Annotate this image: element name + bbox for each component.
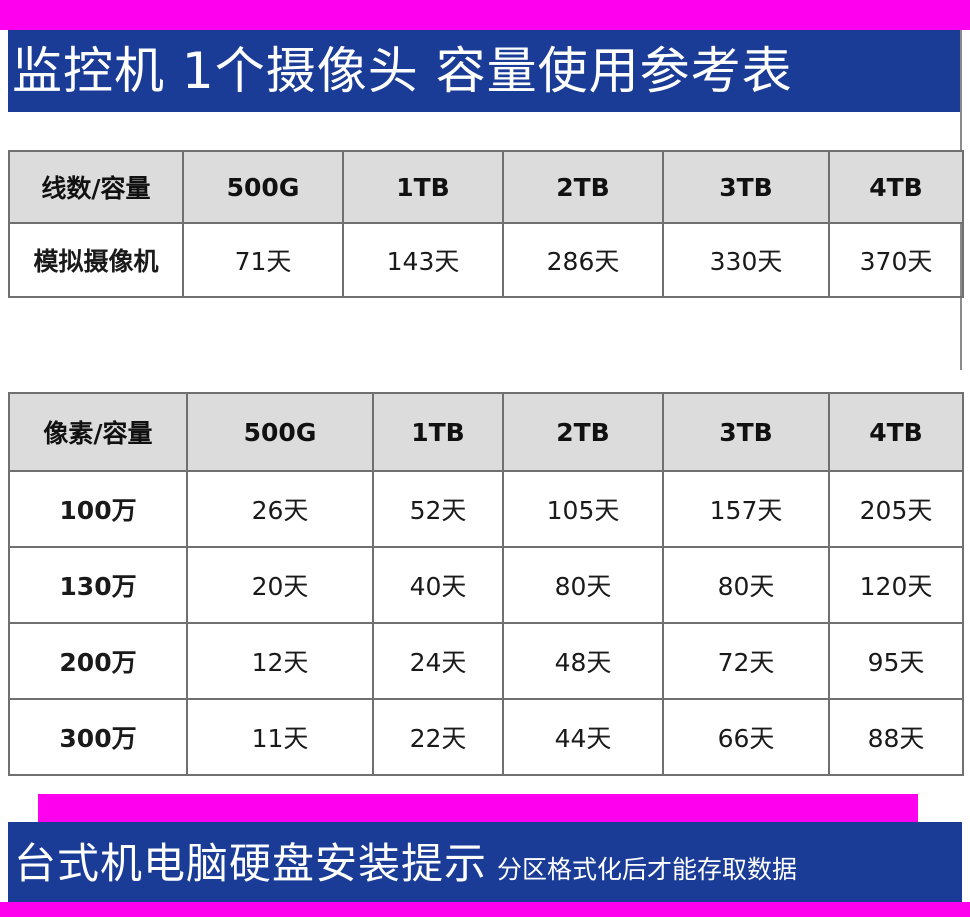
header-cell: 4TB [828,392,964,472]
table-cell: 370天 [828,222,964,298]
table-cell: 22天 [372,698,504,776]
footer-banner: 台式机电脑硬盘安装提示 分区格式化后才能存取数据 [8,822,962,902]
table-cell: 20天 [186,546,374,624]
header-cell: 500G [182,150,344,224]
header-cell: 4TB [828,150,964,224]
header-cell: 1TB [372,392,504,472]
header-cell: 2TB [502,150,664,224]
pixel-capacity-table: 像素/容量 500G 1TB 2TB 3TB 4TB 100万 26天 52天 … [8,392,964,776]
header-cell: 1TB [342,150,504,224]
table-header-row: 线数/容量 500G 1TB 2TB 3TB 4TB [8,150,964,224]
header-cell: 线数/容量 [8,150,184,224]
bottom-magenta-stripe [0,902,970,917]
table-cell: 80天 [502,546,664,624]
row-label: 200万 [8,622,188,700]
table-cell: 105天 [502,470,664,548]
analog-camera-capacity-table: 线数/容量 500G 1TB 2TB 3TB 4TB 模拟摄像机 71天 143… [8,150,964,298]
table-cell: 11天 [186,698,374,776]
table-cell: 24天 [372,622,504,700]
table-cell: 330天 [662,222,830,298]
table-cell: 26天 [186,470,374,548]
table-cell: 286天 [502,222,664,298]
table-cell: 40天 [372,546,504,624]
table-row: 100万 26天 52天 105天 157天 205天 [8,470,964,548]
table-cell: 72天 [662,622,830,700]
table-header-row: 像素/容量 500G 1TB 2TB 3TB 4TB [8,392,964,472]
table-cell: 143天 [342,222,504,298]
table-cell: 44天 [502,698,664,776]
table-cell: 48天 [502,622,664,700]
table-cell: 12天 [186,622,374,700]
table-cell: 52天 [372,470,504,548]
table-cell: 88天 [828,698,964,776]
row-label: 100万 [8,470,188,548]
header-cell: 2TB [502,392,664,472]
row-label: 130万 [8,546,188,624]
title-banner: 监控机 1个摄像头 容量使用参考表 [8,30,962,112]
table-row: 200万 12天 24天 48天 72天 95天 [8,622,964,700]
table-cell: 95天 [828,622,964,700]
table-row: 300万 11天 22天 44天 66天 88天 [8,698,964,776]
table-cell: 66天 [662,698,830,776]
header-cell: 3TB [662,392,830,472]
table-cell: 205天 [828,470,964,548]
table-cell: 71天 [182,222,344,298]
table-cell: 80天 [662,546,830,624]
row-label: 300万 [8,698,188,776]
header-cell: 3TB [662,150,830,224]
row-label: 模拟摄像机 [8,222,184,298]
header-cell: 500G [186,392,374,472]
top-magenta-stripe [0,0,970,30]
table-row: 130万 20天 40天 80天 80天 120天 [8,546,964,624]
footer-title: 台式机电脑硬盘安装提示 [14,839,488,888]
table-row: 模拟摄像机 71天 143天 286天 330天 370天 [8,222,964,298]
footer-subtitle: 分区格式化后才能存取数据 [497,855,798,884]
header-cell: 像素/容量 [8,392,188,472]
table-cell: 157天 [662,470,830,548]
page-title: 监控机 1个摄像头 容量使用参考表 [12,42,793,100]
table-cell: 120天 [828,546,964,624]
